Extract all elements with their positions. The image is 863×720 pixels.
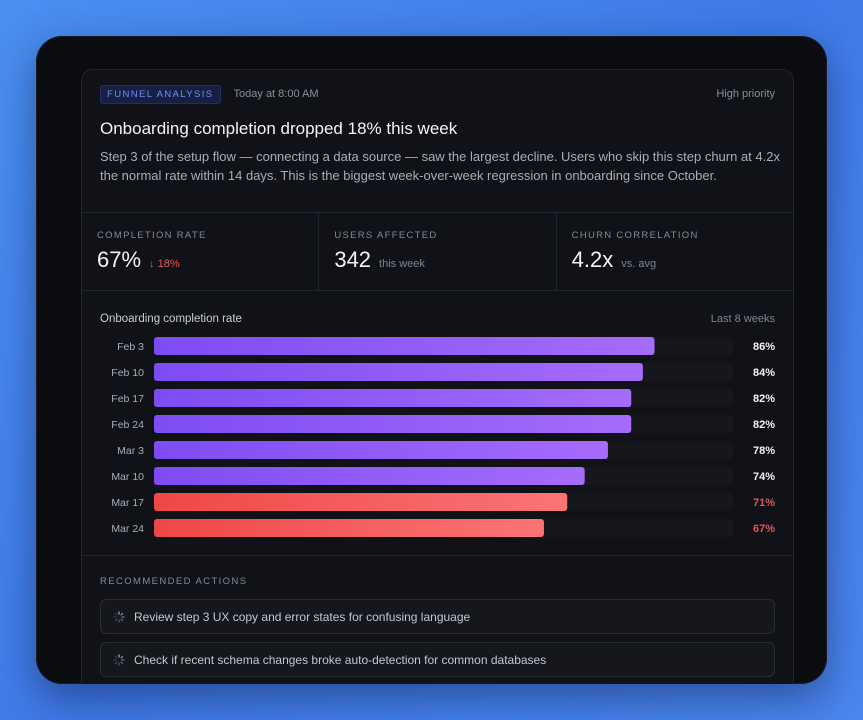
stat-sub: this week bbox=[379, 258, 425, 270]
bar-mar-24[interactable] bbox=[154, 519, 544, 537]
insight-title: Onboarding completion dropped 18% this w… bbox=[100, 119, 458, 138]
stat-value-row: 342 this week bbox=[334, 247, 540, 273]
bar-category-label: Feb 3 bbox=[117, 341, 144, 353]
chart-header: Onboarding completion rate Last 8 weeks bbox=[100, 311, 775, 327]
loading-spinner-icon bbox=[113, 610, 125, 623]
category-tag: FUNNEL ANALYSIS bbox=[100, 84, 221, 104]
bar-value-label: 86% bbox=[753, 341, 775, 353]
stats-row: COMPLETION RATE 67% ↓ 18% USERS AFFECTED… bbox=[82, 213, 793, 291]
bar-value-label: 74% bbox=[753, 471, 775, 483]
bar-category-label: Mar 24 bbox=[111, 523, 144, 535]
bar-mar-3[interactable] bbox=[154, 441, 608, 459]
bar-feb-10[interactable] bbox=[154, 363, 643, 381]
completion-bar-chart: Feb 3 86% Feb 10 84% Feb 17 82% Feb 24 82% Mar 3… bbox=[111, 337, 775, 537]
bar-feb-24[interactable] bbox=[154, 415, 632, 433]
stat-sub: vs. avg bbox=[621, 258, 657, 270]
card-header: FUNNEL ANALYSIS Today at 8:00 AM High pr… bbox=[82, 70, 793, 213]
bar-value-label: 84% bbox=[753, 367, 775, 379]
stat-value-row: 4.2x vs. avg bbox=[572, 247, 778, 273]
bar-category-label: Mar 17 bbox=[111, 497, 144, 509]
bar-category-label: Mar 3 bbox=[117, 445, 144, 457]
action-text: Review step 3 UX copy and error states f… bbox=[134, 609, 471, 624]
bar-value-label: 71% bbox=[753, 497, 775, 509]
device-frame: FUNNEL ANALYSIS Today at 8:00 AM High pr… bbox=[36, 36, 827, 684]
bar-category-label: Mar 10 bbox=[111, 471, 144, 483]
stat-value: 4.2x bbox=[571, 247, 614, 272]
bar-category-label: Feb 17 bbox=[111, 393, 144, 405]
timestamp: Today at 8:00 AM bbox=[233, 88, 319, 100]
action-item-review-copy[interactable]: Review step 3 UX copy and error states f… bbox=[100, 599, 775, 634]
bar-category-label: Feb 10 bbox=[111, 367, 144, 379]
priority-label: High priority bbox=[716, 88, 775, 100]
meta-row: FUNNEL ANALYSIS Today at 8:00 AM High pr… bbox=[100, 84, 775, 104]
bar-category-label: Feb 24 bbox=[111, 419, 144, 431]
recommended-actions: RECOMMENDED ACTIONS Review step 3 UX cop… bbox=[82, 556, 793, 677]
action-text: Check if recent schema changes broke aut… bbox=[134, 652, 547, 667]
stat-value-row: 67% ↓ 18% bbox=[97, 247, 303, 273]
insight-description: Step 3 of the setup flow — connecting a … bbox=[100, 149, 780, 183]
chart-section: Onboarding completion rate Last 8 weeks … bbox=[82, 291, 793, 556]
bar-feb-17[interactable] bbox=[154, 389, 632, 407]
stat-label: COMPLETION RATE bbox=[97, 230, 207, 241]
bar-value-label: 82% bbox=[753, 393, 775, 405]
bar-mar-10[interactable] bbox=[154, 467, 585, 485]
stat-change-down: ↓ 18% bbox=[149, 258, 180, 270]
bar-value-label: 82% bbox=[753, 419, 775, 431]
stat-users-affected: USERS AFFECTED 342 this week bbox=[319, 213, 557, 290]
stat-value: 67% bbox=[97, 247, 142, 272]
stat-label: CHURN CORRELATION bbox=[571, 230, 699, 241]
bar-value-label: 78% bbox=[753, 445, 775, 457]
bar-mar-17[interactable] bbox=[154, 493, 568, 511]
loading-spinner-icon bbox=[113, 653, 125, 666]
chart-title: Onboarding completion rate bbox=[100, 313, 242, 325]
stat-completion-rate: COMPLETION RATE 67% ↓ 18% bbox=[82, 213, 320, 290]
stat-label: USERS AFFECTED bbox=[334, 230, 438, 241]
chart-range: Last 8 weeks bbox=[710, 313, 775, 325]
bar-feb-3[interactable] bbox=[154, 337, 655, 355]
bar-value-label: 67% bbox=[753, 523, 775, 535]
actions-label: RECOMMENDED ACTIONS bbox=[100, 576, 248, 587]
stat-value: 342 bbox=[334, 247, 372, 272]
action-item-check-schema[interactable]: Check if recent schema changes broke aut… bbox=[100, 642, 775, 677]
stat-churn-correlation: CHURN CORRELATION 4.2x vs. avg bbox=[557, 213, 793, 290]
insight-card: FUNNEL ANALYSIS Today at 8:00 AM High pr… bbox=[81, 69, 794, 684]
